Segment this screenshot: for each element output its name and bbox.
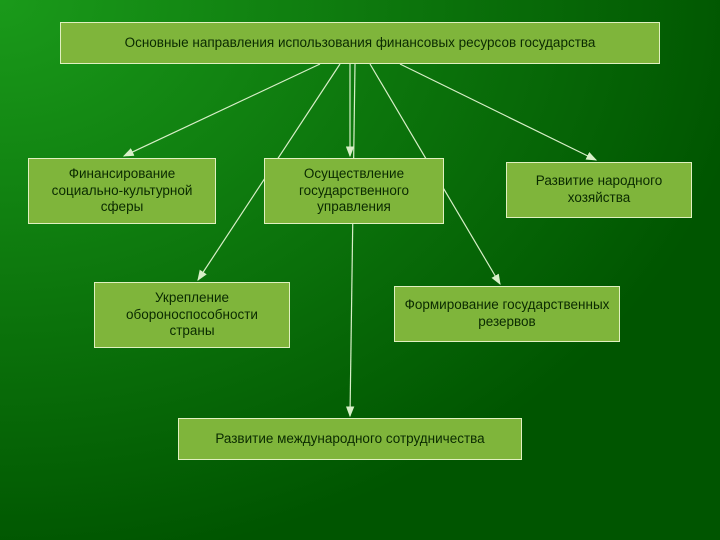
title-text: Основные направления использования финан… [125,35,596,52]
node-label: Развитие народного хозяйства [515,173,683,207]
node-label: Укрепление обороноспособности страны [103,290,281,341]
node-label: Финансирование социально-культурной сфер… [37,166,207,217]
node-international: Развитие международного сотрудничества [178,418,522,460]
node-governance: Осуществление государственного управлени… [264,158,444,224]
node-economy: Развитие народного хозяйства [506,162,692,218]
title-node: Основные направления использования финан… [60,22,660,64]
node-label: Развитие международного сотрудничества [215,431,484,448]
node-reserves: Формирование государственных резервов [394,286,620,342]
node-defense: Укрепление обороноспособности страны [94,282,290,348]
node-financing: Финансирование социально-культурной сфер… [28,158,216,224]
node-label: Формирование государственных резервов [403,297,611,331]
node-label: Осуществление государственного управлени… [273,166,435,217]
